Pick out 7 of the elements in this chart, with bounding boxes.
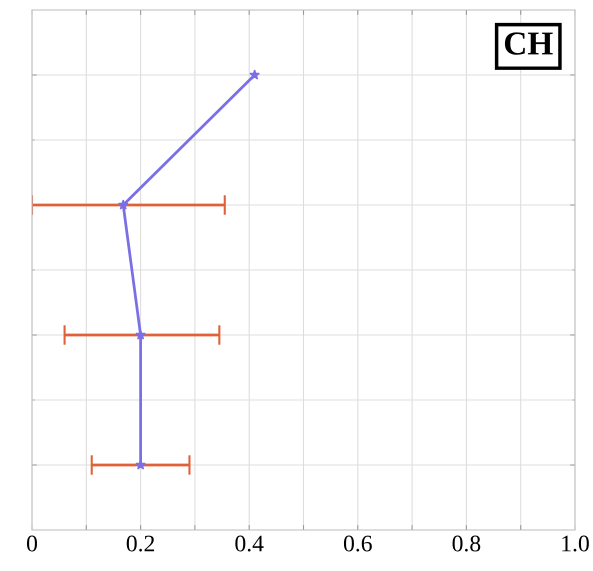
x-tick-label: 1.0 xyxy=(562,536,589,552)
x-tick-label: 0.4 xyxy=(235,536,264,552)
annotation: CH xyxy=(504,32,553,55)
x-tick-label: 0.8 xyxy=(452,536,480,552)
x-tick-label: 0 xyxy=(26,536,38,552)
x-tick-label: 0.2 xyxy=(126,536,154,552)
x-tick-label: 0.6 xyxy=(344,536,372,552)
